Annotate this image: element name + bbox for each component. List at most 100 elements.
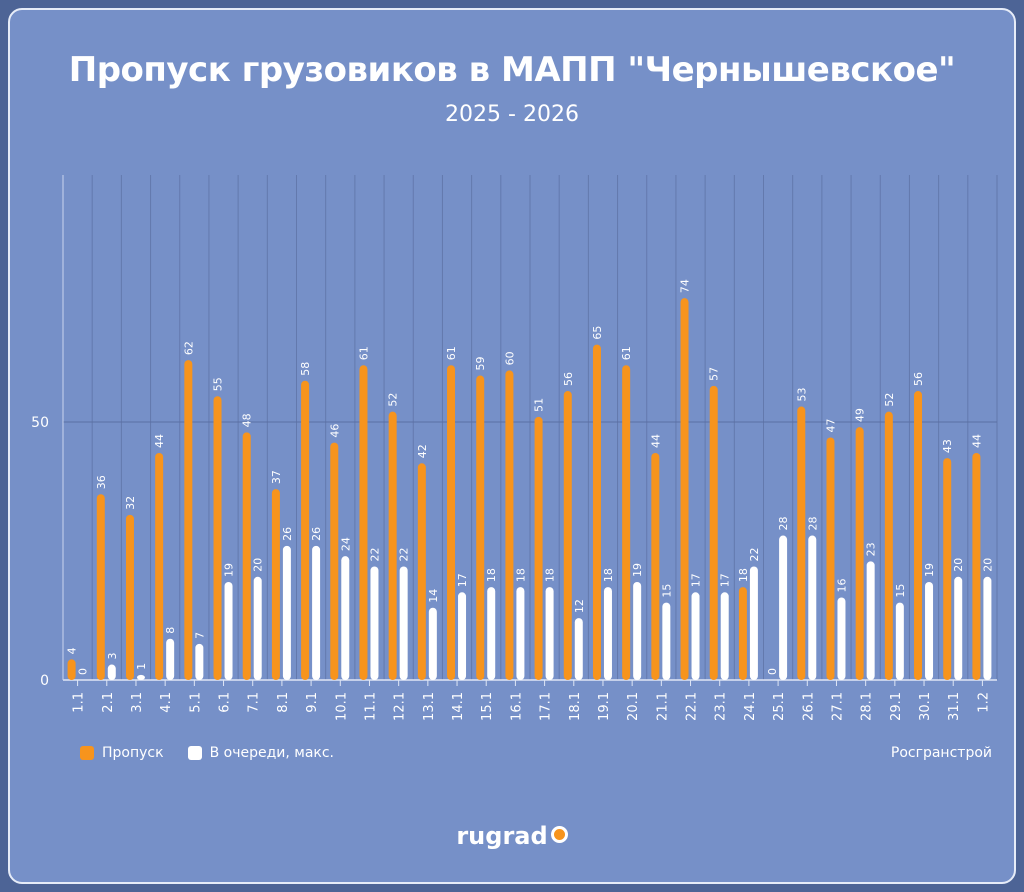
bar-passed (359, 365, 368, 680)
x-tick-label: 6.1 (218, 692, 233, 713)
data-label: 3 (106, 653, 119, 660)
x-tick-label: 14.1 (451, 692, 466, 721)
x-tick-label: 2.1 (101, 692, 116, 713)
bar-passed (651, 452, 660, 680)
bar-passed (417, 463, 426, 680)
bar-queue (691, 592, 700, 680)
data-label: 47 (824, 418, 837, 432)
bar-passed (125, 514, 134, 680)
bar-queue (370, 566, 379, 680)
bar-queue (458, 592, 467, 680)
data-label: 8 (164, 627, 177, 634)
logo-text: rugrad (456, 822, 548, 850)
data-label: 28 (806, 517, 819, 531)
x-tick-label: 11.1 (363, 692, 378, 721)
bar-queue (749, 566, 758, 680)
data-label: 24 (339, 537, 352, 551)
bar-passed (622, 365, 631, 680)
data-label: 4 (66, 647, 79, 654)
bar-queue (282, 545, 291, 680)
x-tick-label: 18.1 (568, 692, 583, 721)
bar-passed (213, 396, 222, 680)
bar-passed (680, 298, 689, 680)
data-label: 12 (573, 599, 586, 613)
bar-passed (738, 587, 747, 680)
bar-passed (855, 427, 864, 680)
bar-passed (709, 385, 718, 680)
data-label: 20 (952, 558, 965, 572)
data-label: 56 (562, 372, 575, 386)
bar-queue (166, 638, 175, 680)
x-tick-label: 21.1 (655, 692, 670, 721)
data-label: 18 (544, 568, 557, 582)
bar-passed (96, 494, 105, 680)
data-label: 55 (212, 377, 225, 391)
bar-queue (428, 607, 437, 680)
bar-queue (954, 576, 963, 680)
bar-queue (983, 576, 992, 680)
bar-queue (341, 556, 350, 680)
data-label: 17 (456, 573, 469, 587)
data-label: 16 (835, 578, 848, 592)
data-label: 65 (591, 326, 604, 340)
data-label: 18 (737, 568, 750, 582)
bar-passed (330, 442, 339, 680)
legend-item-queue[interactable]: В очереди, макс. (187, 745, 334, 761)
data-label: 42 (416, 444, 429, 458)
y-tick-label: 50 (31, 415, 49, 431)
data-label: 19 (631, 563, 644, 577)
bar-passed (943, 458, 952, 680)
data-label: 46 (328, 424, 341, 438)
bar-queue (312, 545, 321, 680)
x-tick-label: 10.1 (334, 692, 349, 721)
bar-queue (720, 592, 729, 680)
data-label: 44 (970, 434, 983, 448)
data-label: 44 (153, 434, 166, 448)
x-tick-label: 4.1 (159, 692, 174, 713)
bar-passed (242, 432, 251, 680)
x-tick-label: 1.1 (72, 692, 87, 713)
data-label: 58 (299, 362, 312, 376)
data-label: 20 (252, 558, 265, 572)
x-tick-label: 15.1 (480, 692, 495, 721)
data-label: 19 (923, 563, 936, 577)
bar-passed (797, 406, 806, 680)
data-label: 18 (485, 568, 498, 582)
data-label: 61 (620, 346, 633, 360)
data-label: 23 (865, 542, 878, 556)
data-label: 52 (387, 393, 400, 407)
data-label: 48 (241, 413, 254, 427)
x-tick-label: 26.1 (801, 692, 816, 721)
bar-queue (779, 535, 788, 680)
x-tick-label: 3.1 (130, 692, 145, 713)
bar-passed (271, 489, 280, 680)
x-tick-label: 5.1 (188, 692, 203, 713)
bar-passed (592, 344, 601, 680)
bar-queue (808, 535, 817, 680)
data-label: 57 (708, 367, 721, 381)
x-tick-label: 1.2 (976, 692, 991, 713)
data-label: 43 (941, 439, 954, 453)
bar-queue (925, 581, 934, 680)
bar-passed (301, 380, 310, 680)
bar-passed (476, 375, 485, 680)
y-tick-label: 0 (40, 673, 49, 689)
bar-queue (195, 643, 204, 680)
bar-queue (224, 581, 233, 680)
bar-queue (574, 618, 583, 680)
bar-passed (826, 437, 835, 680)
bar-passed (563, 391, 572, 680)
data-label: 74 (679, 279, 692, 293)
data-label: 0 (77, 668, 90, 675)
x-tick-label: 24.1 (743, 692, 758, 721)
x-tick-label: 23.1 (714, 692, 729, 721)
bar-queue (545, 587, 554, 680)
x-tick-label: 17.1 (539, 692, 554, 721)
data-label: 52 (883, 393, 896, 407)
data-label: 14 (427, 589, 440, 603)
x-tick-label: 13.1 (422, 692, 437, 721)
logo-dot-icon (550, 826, 568, 843)
bar-queue (603, 587, 612, 680)
legend-item-passed[interactable]: Пропуск (80, 745, 164, 761)
